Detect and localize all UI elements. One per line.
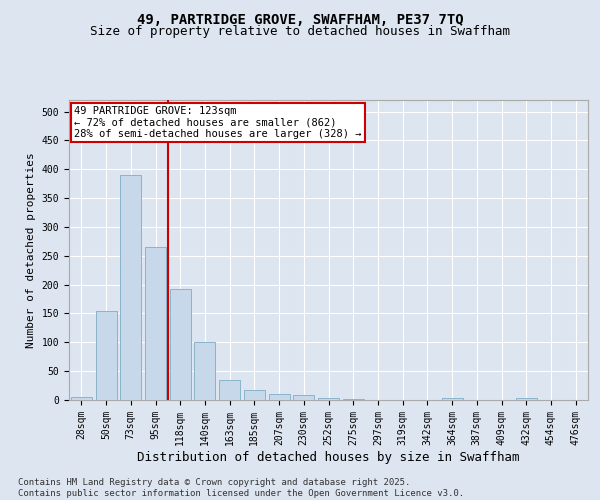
Bar xyxy=(145,247,166,400)
Bar xyxy=(71,397,92,400)
Text: 49 PARTRIDGE GROVE: 123sqm
← 72% of detached houses are smaller (862)
28% of sem: 49 PARTRIDGE GROVE: 123sqm ← 72% of deta… xyxy=(74,106,362,139)
Bar xyxy=(194,342,215,400)
Bar xyxy=(95,310,116,400)
Bar xyxy=(516,398,537,400)
Bar xyxy=(442,398,463,400)
Bar xyxy=(318,398,339,400)
Bar xyxy=(219,380,240,400)
Bar xyxy=(244,390,265,400)
Text: Size of property relative to detached houses in Swaffham: Size of property relative to detached ho… xyxy=(90,25,510,38)
Bar xyxy=(293,396,314,400)
Y-axis label: Number of detached properties: Number of detached properties xyxy=(26,152,36,348)
Bar xyxy=(269,394,290,400)
Bar xyxy=(170,289,191,400)
Text: 49, PARTRIDGE GROVE, SWAFFHAM, PE37 7TQ: 49, PARTRIDGE GROVE, SWAFFHAM, PE37 7TQ xyxy=(137,12,463,26)
Bar xyxy=(120,175,141,400)
X-axis label: Distribution of detached houses by size in Swaffham: Distribution of detached houses by size … xyxy=(137,450,520,464)
Text: Contains HM Land Registry data © Crown copyright and database right 2025.
Contai: Contains HM Land Registry data © Crown c… xyxy=(18,478,464,498)
